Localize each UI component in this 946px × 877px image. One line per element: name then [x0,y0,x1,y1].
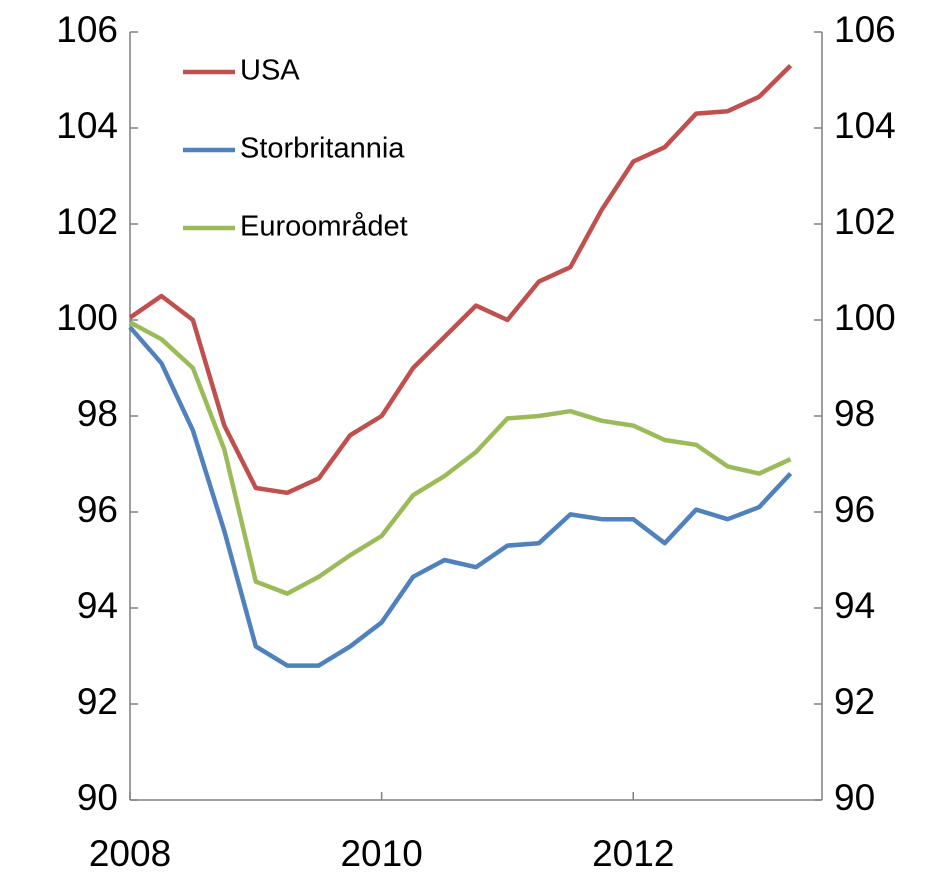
y-tick-label: 90 [77,777,118,818]
legend-label: USA [240,55,300,87]
series-line [128,325,793,668]
y-tick-label: 94 [77,585,118,626]
legend-label: Storbritannia [240,133,405,165]
y2-tick-label: 92 [834,681,875,722]
y-tick-label: 98 [77,393,118,434]
y2-tick-label: 98 [834,393,875,434]
legend-label: Euroområdet [240,211,408,243]
y-tick-label: 100 [56,297,118,338]
series-line [128,64,793,496]
y-tick-label: 106 [56,9,118,50]
y2-tick-label: 90 [834,777,875,818]
y2-tick-label: 96 [834,489,875,530]
x-tick-label: 2008 [89,833,171,874]
series-line [128,320,792,596]
x-tick-label: 2012 [592,833,674,874]
y2-tick-label: 100 [834,297,896,338]
y-tick-label: 102 [56,201,118,242]
y2-tick-label: 106 [834,9,896,50]
x-tick-label: 2010 [340,833,422,874]
y2-tick-label: 94 [834,585,875,626]
y2-tick-label: 102 [834,201,896,242]
y2-tick-label: 104 [834,105,896,146]
y-tick-label: 104 [56,105,118,146]
y-tick-label: 96 [77,489,118,530]
y-tick-label: 92 [77,681,118,722]
